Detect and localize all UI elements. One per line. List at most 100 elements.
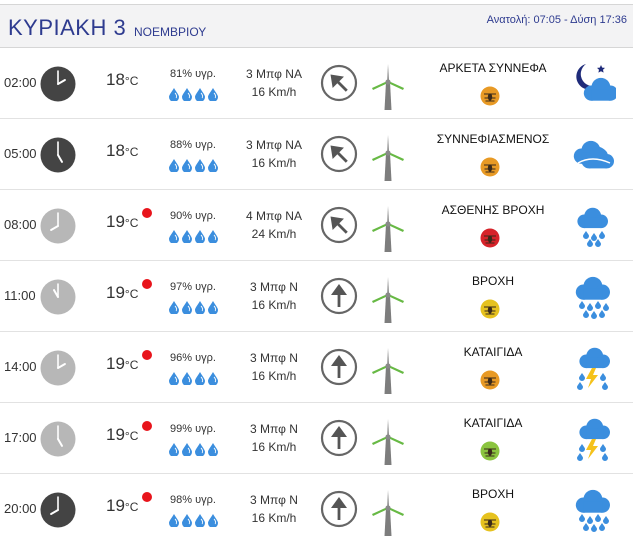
wind-direction-icon — [320, 277, 358, 315]
wind-beaufort: 3 Μπφ ΝΑ — [246, 138, 302, 152]
wind-speed: 16 Km/h — [251, 511, 297, 525]
wind-turbine-icon — [372, 135, 404, 181]
clock-icon — [40, 66, 76, 102]
forecast-row: 20:00 19°C 98% υγρ. 3 Μπφ Ν 16 Km/h ΒΡΟΧΗ — [0, 474, 633, 540]
humidity-label: 96% υγρ. — [170, 352, 216, 364]
wind-speed: 16 Km/h — [251, 85, 297, 99]
clock-icon — [40, 421, 76, 457]
wind-beaufort: 3 Μπφ Ν — [250, 280, 298, 294]
wind-turbine-icon — [372, 490, 404, 536]
rain-alert-dot — [142, 208, 152, 218]
time-label: 17:00 — [4, 430, 37, 445]
temperature-unit: °C — [124, 74, 139, 88]
wind-direction-icon — [320, 206, 358, 244]
time-label: 05:00 — [4, 146, 37, 161]
humidity-drops-icon — [169, 514, 218, 527]
rain-alert-dot — [142, 492, 152, 502]
temperature-unit: °C — [124, 500, 139, 514]
temperature-value: 18 — [106, 141, 125, 160]
humidity-drops-icon — [169, 301, 218, 314]
forecast-row: 05:00 18°C 88% υγρ. 3 Μπφ ΝΑ 16 Km/h ΣΥΝΝΕΦΙΑ… — [0, 119, 633, 190]
insect-alert-icon — [480, 157, 500, 177]
time-label: 02:00 — [4, 75, 37, 90]
condition-label: ΚΑΤΑΙΓΙΔΑ — [463, 416, 523, 430]
wind-direction-icon — [320, 419, 358, 457]
wind-turbine-icon — [372, 64, 404, 110]
temperature-unit: °C — [124, 358, 139, 372]
condition-label: ΣΥΝΝΕΦΙΑΣΜΕΝΟΣ — [436, 132, 550, 146]
month-label: ΝΟΕΜΒΡΙΟΥ — [134, 25, 207, 39]
temperature-unit: °C — [124, 145, 139, 159]
condition-label: ΚΑΤΑΙΓΙΔΑ — [463, 345, 523, 359]
temperature-unit: °C — [124, 287, 139, 301]
wind-beaufort: 3 Μπφ Ν — [250, 422, 298, 436]
temperature-value: 19 — [106, 425, 125, 444]
forecast-row: 08:00 19°C 90% υγρ. 4 Μπφ ΝΑ 24 Km/h ΑΣΘΕΝΗΣ … — [0, 190, 633, 261]
wind-speed: 24 Km/h — [251, 227, 297, 241]
temperature-value: 19 — [106, 283, 125, 302]
insect-alert-icon — [480, 512, 500, 532]
wind-direction-icon — [320, 135, 358, 173]
wind-speed: 16 Km/h — [251, 156, 297, 170]
wind-turbine-icon — [372, 419, 404, 465]
wind-speed: 16 Km/h — [251, 298, 297, 312]
temperature: 19°C — [106, 283, 138, 303]
forecast-row: 14:00 19°C 96% υγρ. 3 Μπφ Ν 16 Km/h ΚΑΤΑΙΓΙΔΑ — [0, 332, 633, 403]
temperature: 18°C — [106, 141, 138, 161]
wind-beaufort: 3 Μπφ ΝΑ — [246, 67, 302, 81]
night-cloudy-icon — [576, 64, 616, 101]
time-label: 08:00 — [4, 217, 37, 232]
humidity-label: 99% υγρ. — [170, 423, 216, 435]
wind-turbine-icon — [372, 348, 404, 394]
temperature: 19°C — [106, 212, 138, 232]
wind-beaufort: 3 Μπφ Ν — [250, 493, 298, 507]
humidity-drops-icon — [169, 443, 218, 456]
humidity-drops-icon — [169, 372, 218, 385]
day-title: ΚΥΡΙΑΚΗ 3 — [8, 15, 127, 40]
wind-speed: 16 Km/h — [251, 369, 297, 383]
forecast-row: 02:00 18°C 81% υγρ. 3 Μπφ ΝΑ 16 Km/h ΑΡΚΕΤΑ Σ… — [0, 48, 633, 119]
clock-icon — [40, 279, 76, 315]
temperature-unit: °C — [124, 429, 139, 443]
temperature-value: 19 — [106, 354, 125, 373]
wind-direction-icon — [320, 348, 358, 386]
humidity-label: 81% υγρ. — [170, 68, 216, 80]
wind-beaufort: 4 Μπφ ΝΑ — [246, 209, 302, 223]
time-label: 14:00 — [4, 359, 37, 374]
thunderstorm-icon — [577, 418, 610, 461]
cloudy-icon — [573, 140, 614, 169]
clock-icon — [40, 208, 76, 244]
rain-alert-dot — [142, 279, 152, 289]
humidity-drops-icon — [169, 159, 218, 172]
temperature-value: 18 — [106, 70, 125, 89]
wind-direction-icon — [320, 490, 358, 528]
time-label: 11:00 — [4, 288, 36, 303]
condition-label: ΑΡΚΕΤΑ ΣΥΝΝΕΦΑ — [439, 61, 547, 75]
wind-direction-icon — [320, 64, 358, 102]
humidity-label: 90% υγρ. — [170, 210, 216, 222]
temperature: 19°C — [106, 496, 138, 516]
humidity-label: 97% υγρ. — [170, 281, 216, 293]
insect-alert-icon — [480, 370, 500, 390]
condition-label: ΑΣΘΕΝΗΣ ΒΡΟΧΗ — [441, 203, 545, 217]
light-rain-icon — [577, 207, 608, 247]
humidity-label: 88% υγρ. — [170, 139, 216, 151]
humidity-label: 98% υγρ. — [170, 494, 216, 506]
temperature-value: 19 — [106, 212, 125, 231]
day-header: ΚΥΡΙΑΚΗ 3 ΝΟΕΜΒΡΙΟΥ Ανατολή: 07:05 - Δύσ… — [0, 4, 633, 48]
rain-alert-dot — [142, 421, 152, 431]
forecast-row: 17:00 19°C 99% υγρ. 3 Μπφ Ν 16 Km/h ΚΑΤΑΙΓΙΔΑ — [0, 403, 633, 474]
condition-label: ΒΡΟΧΗ — [471, 274, 514, 288]
humidity-drops-icon — [169, 230, 218, 243]
thunderstorm-icon — [577, 347, 610, 390]
rain-icon — [575, 489, 610, 532]
rain-alert-dot — [142, 350, 152, 360]
temperature: 18°C — [106, 70, 138, 90]
sunrise-sunset: Ανατολή: 07:05 - Δύση 17:36 — [486, 14, 627, 26]
insect-alert-icon — [480, 86, 500, 106]
clock-icon — [40, 137, 76, 173]
wind-turbine-icon — [372, 206, 404, 252]
temperature: 19°C — [106, 425, 138, 445]
forecast-row: 11:00 19°C 97% υγρ. 3 Μπφ Ν 16 Km/h ΒΡΟΧΗ — [0, 261, 633, 332]
clock-icon — [40, 350, 76, 386]
